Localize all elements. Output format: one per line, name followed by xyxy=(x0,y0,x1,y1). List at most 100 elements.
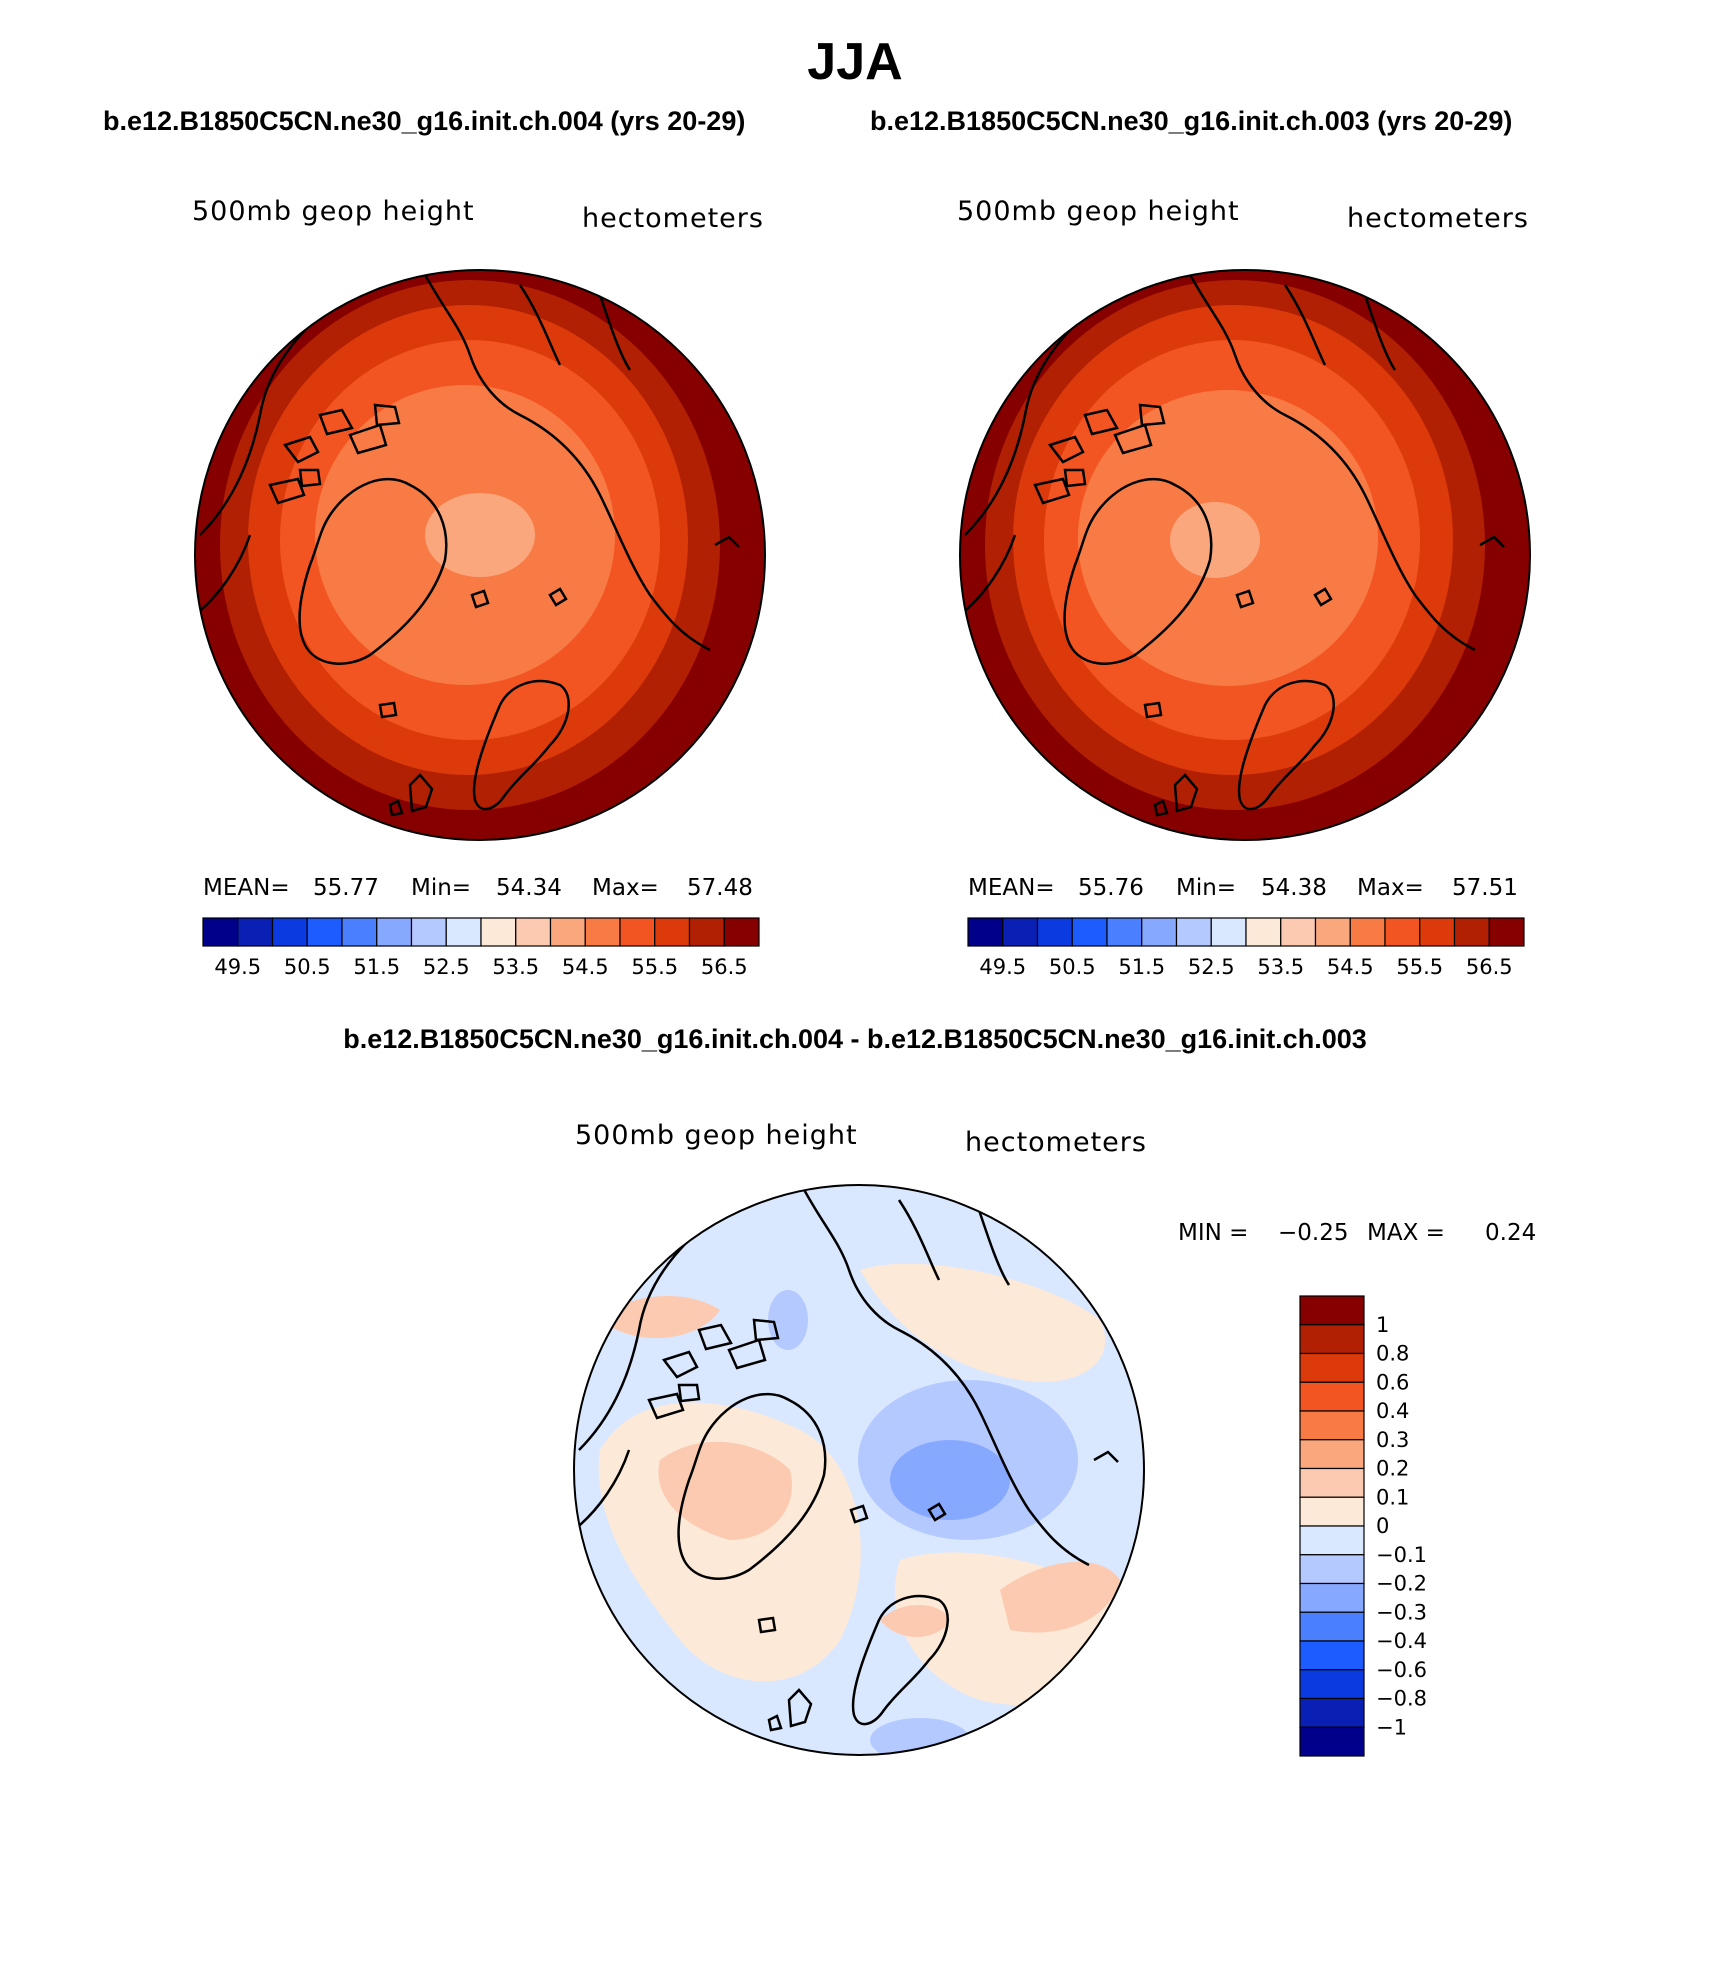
diff-units-label: hectometers xyxy=(965,1127,1147,1158)
colorbar-tick-label: 50.5 xyxy=(284,955,331,979)
colorbar-tick-label: −0.2 xyxy=(1376,1572,1427,1596)
colorbar-swatch xyxy=(1002,917,1039,947)
colorbar-tick-label: 51.5 xyxy=(1118,955,1165,979)
diff-variable-label: 500mb geop height xyxy=(575,1120,858,1151)
right-map xyxy=(959,269,1531,841)
colorbar-tick-label: 0.3 xyxy=(1376,1428,1409,1452)
colorbar-swatch xyxy=(1299,1640,1365,1671)
colorbar-swatch xyxy=(1299,1554,1365,1585)
difference-colorbar: 1 0.8 0.6 0.4 0.3 0.2 0.1 0 −0.1 −0.2 −0.3 −0.4 −0.6… xyxy=(1299,1295,1427,1757)
colorbar-swatch xyxy=(341,917,378,947)
colorbar-tick-label: −0.1 xyxy=(1376,1543,1427,1567)
colorbar-tick-label: 53.5 xyxy=(1257,955,1304,979)
colorbar-swatch xyxy=(1488,917,1525,947)
left-colorbar: 49.5 50.5 51.5 52.5 53.5 54.5 55.5 56.5 xyxy=(202,917,760,979)
colorbar-swatch xyxy=(1245,917,1282,947)
colorbar-tick-label: 0 xyxy=(1376,1514,1389,1538)
colorbar-tick-label: 1 xyxy=(1376,1313,1389,1337)
colorbar-tick-label: 49.5 xyxy=(979,955,1026,979)
colorbar-swatch xyxy=(1299,1697,1365,1728)
colorbar-swatch xyxy=(1071,917,1108,947)
right-min-label: Min= xyxy=(1176,875,1237,901)
right-units-label: hectometers xyxy=(1347,203,1529,234)
colorbar-swatch xyxy=(1299,1410,1365,1441)
difference-map xyxy=(573,1184,1145,1756)
colorbar-tick-label: 55.5 xyxy=(1396,955,1443,979)
colorbar-tick-label: 0.1 xyxy=(1376,1485,1409,1509)
diff-max-label: MAX = xyxy=(1367,1220,1445,1246)
colorbar-tick-label: 55.5 xyxy=(631,955,678,979)
colorbar-tick-label: 54.5 xyxy=(562,955,609,979)
colorbar-swatch xyxy=(1384,917,1421,947)
figure-title: JJA xyxy=(807,33,903,91)
right-max-value: 57.51 xyxy=(1452,875,1518,901)
colorbar-swatch xyxy=(1299,1611,1365,1642)
right-variable-label: 500mb geop height xyxy=(957,196,1240,227)
colorbar-swatch xyxy=(1299,1439,1365,1470)
case2-title: b.e12.B1850C5CN.ne30_g16.init.ch.003 (yr… xyxy=(870,106,1513,136)
colorbar-swatch xyxy=(1280,917,1317,947)
colorbar-swatch xyxy=(1453,917,1490,947)
left-variable-label: 500mb geop height xyxy=(192,196,475,227)
colorbar-swatch xyxy=(1299,1669,1365,1700)
left-max-label: Max= xyxy=(592,875,659,901)
colorbar-swatch xyxy=(1141,917,1178,947)
colorbar-tick-label: 56.5 xyxy=(1466,955,1513,979)
colorbar-tick-label: 50.5 xyxy=(1049,955,1096,979)
left-max-value: 57.48 xyxy=(687,875,753,901)
colorbar-tick-label: 49.5 xyxy=(214,955,261,979)
colorbar-swatch xyxy=(654,917,691,947)
right-colorbar: 49.5 50.5 51.5 52.5 53.5 54.5 55.5 56.5 xyxy=(967,917,1525,979)
colorbar-tick-label: −1 xyxy=(1376,1715,1407,1739)
colorbar-swatch xyxy=(202,917,239,947)
colorbar-tick-label: 56.5 xyxy=(701,955,748,979)
colorbar-swatch xyxy=(1299,1525,1365,1556)
colorbar-swatch xyxy=(1314,917,1351,947)
colorbar-swatch xyxy=(1210,917,1247,947)
diff-max-value: 0.24 xyxy=(1485,1220,1537,1246)
colorbar-tick-label: 0.2 xyxy=(1376,1457,1409,1481)
left-mean-label: MEAN= xyxy=(203,875,290,901)
case1-title: b.e12.B1850C5CN.ne30_g16.init.ch.004 (yr… xyxy=(103,106,746,136)
colorbar-swatch xyxy=(306,917,343,947)
colorbar-swatch xyxy=(549,917,586,947)
colorbar-swatch xyxy=(237,917,274,947)
colorbar-swatch xyxy=(688,917,725,947)
right-min-value: 54.38 xyxy=(1261,875,1327,901)
colorbar-swatch xyxy=(1036,917,1073,947)
colorbar-swatch xyxy=(1299,1496,1365,1527)
diff-min-value: −0.25 xyxy=(1278,1220,1349,1246)
colorbar-swatch xyxy=(619,917,656,947)
colorbar-swatch xyxy=(445,917,482,947)
left-map xyxy=(194,269,766,841)
colorbar-swatch xyxy=(1106,917,1143,947)
colorbar-swatch xyxy=(1299,1467,1365,1498)
colorbar-tick-label: −0.3 xyxy=(1376,1600,1427,1624)
colorbar-tick-label: 54.5 xyxy=(1327,955,1374,979)
colorbar-swatch xyxy=(480,917,517,947)
colorbar-swatch xyxy=(1299,1352,1365,1383)
colorbar-swatch xyxy=(1349,917,1386,947)
left-min-label: Min= xyxy=(411,875,472,901)
colorbar-tick-label: −0.8 xyxy=(1376,1687,1427,1711)
colorbar-swatch xyxy=(376,917,413,947)
colorbar-swatch xyxy=(584,917,621,947)
colorbar-swatch xyxy=(271,917,308,947)
colorbar-swatch xyxy=(1419,917,1456,947)
colorbar-swatch xyxy=(410,917,447,947)
colorbar-tick-label: 0.4 xyxy=(1376,1399,1409,1423)
colorbar-swatch xyxy=(1299,1381,1365,1412)
colorbar-tick-label: −0.4 xyxy=(1376,1629,1427,1653)
colorbar-tick-label: 0.6 xyxy=(1376,1370,1409,1394)
colorbar-tick-label: 51.5 xyxy=(353,955,400,979)
colorbar-swatch xyxy=(1299,1295,1365,1326)
colorbar-swatch xyxy=(1299,1726,1365,1757)
right-mean-value: 55.76 xyxy=(1078,875,1144,901)
colorbar-swatch xyxy=(515,917,552,947)
colorbar-swatch xyxy=(723,917,760,947)
left-units-label: hectometers xyxy=(582,203,764,234)
colorbar-tick-label: 52.5 xyxy=(1188,955,1235,979)
colorbar-tick-label: −0.6 xyxy=(1376,1658,1427,1682)
colorbar-tick-label: 0.8 xyxy=(1376,1342,1409,1366)
right-mean-label: MEAN= xyxy=(968,875,1055,901)
